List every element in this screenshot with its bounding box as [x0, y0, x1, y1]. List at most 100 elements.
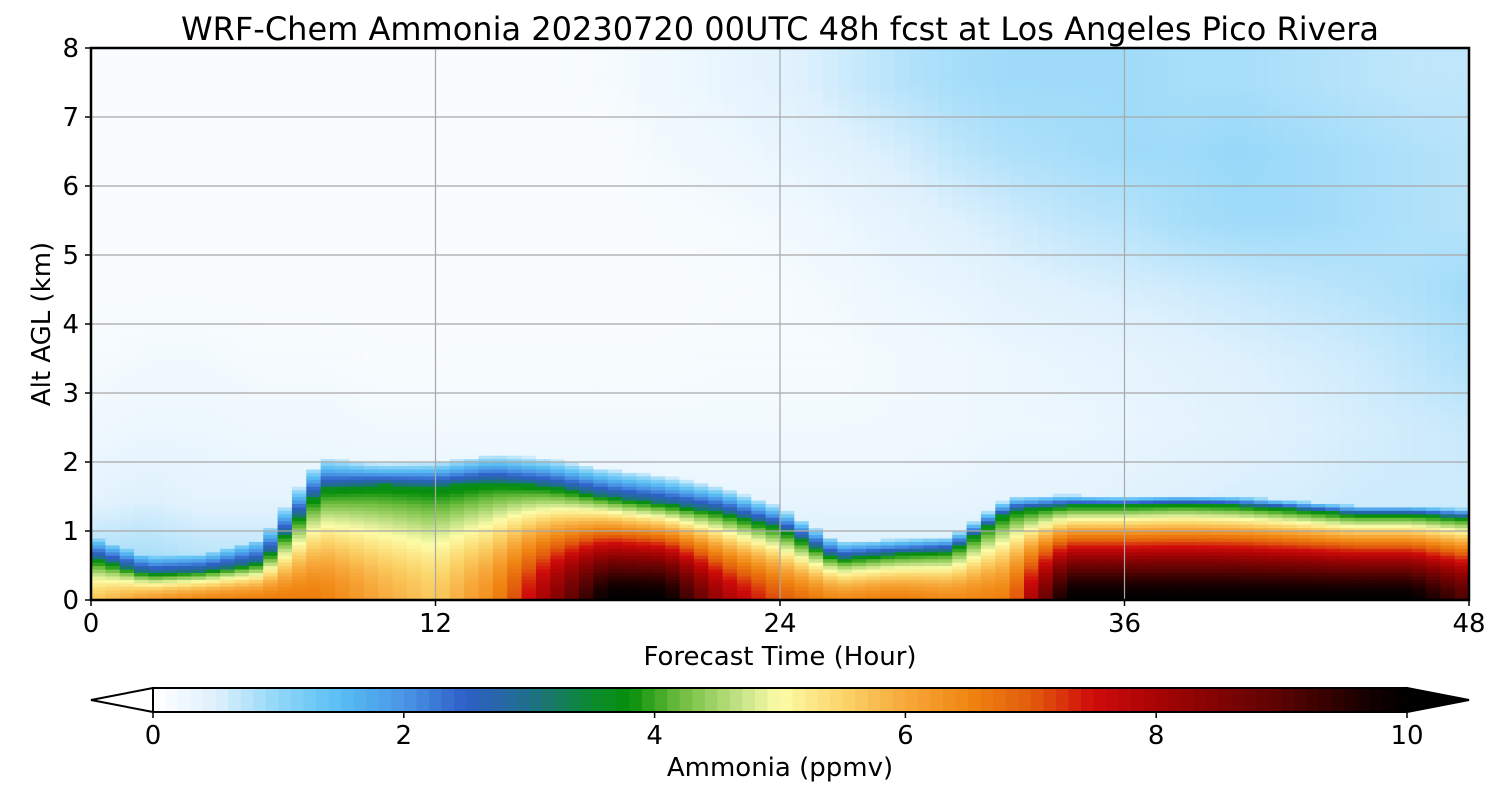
heatmap-cell	[435, 154, 451, 159]
heatmap-cell	[205, 292, 221, 297]
heatmap-cell	[306, 251, 322, 256]
heatmap-cell	[349, 368, 365, 373]
heatmap-cell	[162, 313, 178, 318]
heatmap-cell	[378, 251, 394, 256]
heatmap-cell	[291, 424, 307, 429]
heatmap-cell	[105, 551, 121, 556]
heatmap-cell	[507, 151, 523, 156]
heatmap-cell	[392, 68, 408, 73]
heatmap-cell	[148, 458, 164, 463]
heatmap-cell	[478, 151, 494, 156]
heatmap-cell	[177, 96, 193, 101]
heatmap-cell	[134, 255, 150, 260]
heatmap-cell	[248, 420, 264, 425]
heatmap-cell	[435, 279, 451, 284]
heatmap-cell	[478, 144, 494, 149]
heatmap-cell	[521, 213, 537, 218]
heatmap-cell	[507, 393, 523, 398]
heatmap-cell	[105, 341, 121, 346]
heatmap-cell	[464, 482, 480, 487]
heatmap-cell	[148, 417, 164, 422]
heatmap-cell	[478, 99, 494, 104]
heatmap-cell	[492, 496, 508, 501]
heatmap-cell	[162, 61, 178, 66]
heatmap-cell	[449, 85, 465, 90]
heatmap-cell	[220, 427, 236, 432]
heatmap-cell	[291, 455, 307, 460]
heatmap-cell	[535, 534, 551, 539]
heatmap-cell	[220, 199, 236, 204]
heatmap-cell	[220, 475, 236, 480]
heatmap-cell	[134, 144, 150, 149]
heatmap-cell	[248, 210, 264, 215]
heatmap-cell	[263, 513, 279, 518]
heatmap-cell	[263, 489, 279, 494]
heatmap-cell	[406, 99, 422, 104]
heatmap-cell	[492, 313, 508, 318]
heatmap-cell	[291, 348, 307, 353]
heatmap-cell	[148, 465, 164, 470]
heatmap-cell	[177, 79, 193, 84]
heatmap-cell	[119, 182, 135, 187]
heatmap-cell	[449, 341, 465, 346]
heatmap-cell	[263, 568, 279, 573]
heatmap-cell	[306, 462, 322, 467]
heatmap-cell	[363, 275, 379, 280]
heatmap-cell	[191, 365, 207, 370]
heatmap-cell	[191, 382, 207, 387]
heatmap-cell	[105, 451, 121, 456]
heatmap-cell	[492, 330, 508, 335]
heatmap-cell	[162, 417, 178, 422]
heatmap-cell	[306, 468, 322, 473]
heatmap-cell	[478, 179, 494, 184]
heatmap-cell	[406, 134, 422, 139]
heatmap-cell	[378, 548, 394, 553]
heatmap-cell	[449, 537, 465, 542]
heatmap-cell	[205, 186, 221, 191]
heatmap-cell	[134, 192, 150, 197]
heatmap-cell	[191, 255, 207, 260]
heatmap-cell	[205, 534, 221, 539]
heatmap-cell	[291, 441, 307, 446]
heatmap-cell	[320, 272, 336, 277]
heatmap-cell	[234, 355, 250, 360]
heatmap-cell	[119, 189, 135, 194]
heatmap-cell	[306, 175, 322, 180]
heatmap-cell	[349, 499, 365, 504]
heatmap-cell	[177, 330, 193, 335]
heatmap-cell	[277, 313, 293, 318]
heatmap-cell	[521, 96, 537, 101]
heatmap-cell	[449, 192, 465, 197]
heatmap-cell	[392, 199, 408, 204]
heatmap-cell	[392, 593, 408, 598]
heatmap-cell	[363, 572, 379, 577]
heatmap-cell	[220, 368, 236, 373]
heatmap-cell	[148, 475, 164, 480]
heatmap-cell	[105, 306, 121, 311]
heatmap-cell	[119, 565, 135, 570]
heatmap-cell	[91, 510, 106, 515]
heatmap-cell	[392, 541, 408, 546]
heatmap-cell	[421, 551, 437, 556]
heatmap-cell	[148, 127, 164, 132]
heatmap-cell	[507, 448, 523, 453]
heatmap-cell	[421, 151, 437, 156]
heatmap-cell	[478, 234, 494, 239]
heatmap-cell	[220, 496, 236, 501]
heatmap-cell	[162, 306, 178, 311]
heatmap-cell	[478, 344, 494, 349]
heatmap-cell	[162, 403, 178, 408]
heatmap-cell	[248, 386, 264, 391]
heatmap-cell	[91, 296, 106, 301]
heatmap-cell	[177, 275, 193, 280]
heatmap-cell	[478, 534, 494, 539]
heatmap-cell	[449, 389, 465, 394]
heatmap-cell	[220, 72, 236, 77]
heatmap-cell	[205, 455, 221, 460]
heatmap-cell	[105, 430, 121, 435]
heatmap-cell	[191, 289, 207, 294]
heatmap-cell	[205, 251, 221, 256]
heatmap-cell	[134, 565, 150, 570]
heatmap-cell	[378, 320, 394, 325]
heatmap-cell	[91, 137, 106, 142]
